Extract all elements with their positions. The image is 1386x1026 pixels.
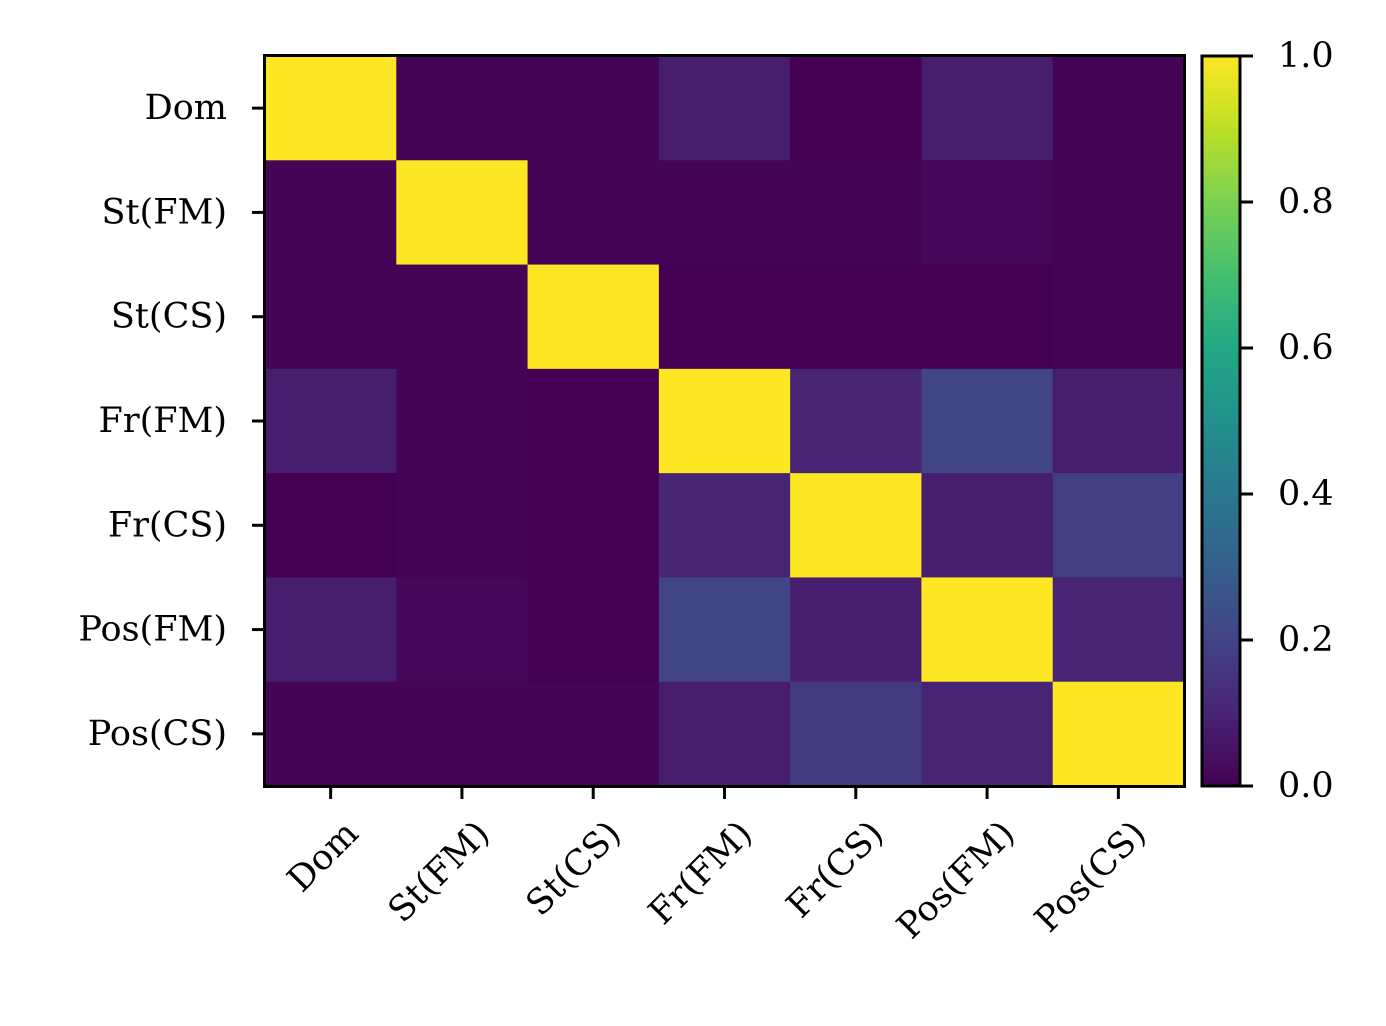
colorbar: 0.0 0.2 0.4 0.6 0.8 1.0	[1200, 36, 1334, 806]
heatmap-cell	[1052, 264, 1185, 370]
heatmap-cell	[921, 264, 1054, 370]
y-tick-label: St(FM)	[102, 192, 227, 232]
x-tick-label: St(CS)	[519, 814, 629, 924]
x-axis: Dom St(FM) St(CS) Fr(FM) Fr(CS)Pos(FM) Pos(CS…	[280, 786, 1154, 947]
heatmap-cell	[265, 681, 397, 787]
heatmap-cell	[265, 577, 397, 683]
heatmap-cell	[790, 160, 923, 266]
colorbar-tick-label: 0.8	[1278, 182, 1334, 222]
heatmap-cell	[658, 56, 791, 161]
heatmap-cell	[265, 473, 397, 579]
heatmap-cell	[658, 264, 791, 370]
colorbar-tick-label: 0.0	[1278, 766, 1334, 806]
heatmap-cell	[658, 160, 791, 266]
colorbar-tick-label: 1.0	[1278, 36, 1334, 76]
y-tick-label: Dom	[145, 88, 227, 128]
heatmap-cell	[527, 160, 660, 266]
heatmap-cell	[921, 368, 1054, 474]
x-tick-label: Fr(CS)	[779, 814, 891, 926]
heatmap-cell	[527, 264, 660, 370]
heatmap-cell	[527, 368, 660, 474]
heatmap-cell	[1052, 368, 1185, 474]
colorbar-gradient	[1202, 56, 1240, 786]
heatmap-cell	[658, 577, 791, 683]
heatmap-cell	[921, 577, 1054, 683]
colorbar-ticks: 0.0 0.2 0.4 0.6 0.8 1.0	[1240, 36, 1334, 806]
heatmap-cell	[396, 681, 529, 787]
y-tick-label: Fr(FM)	[99, 401, 227, 441]
heatmap-cell	[396, 473, 529, 579]
heatmap-cell	[658, 368, 791, 474]
x-tick-label: Dom	[280, 814, 366, 900]
heatmap-cell	[658, 681, 791, 787]
heatmap-cell	[396, 577, 529, 683]
y-tick-label: Pos(CS)	[88, 714, 227, 754]
heatmap-cell	[1052, 160, 1185, 266]
heatmap-cell	[265, 368, 397, 474]
x-tick-label: Pos(FM)	[890, 814, 1023, 947]
heatmap-cell	[1052, 577, 1185, 683]
heatmap-cell	[921, 681, 1054, 787]
x-tick-label: Fr(FM)	[641, 814, 760, 933]
heatmap-cell	[527, 577, 660, 683]
heatmap-cell	[790, 264, 923, 370]
heatmap-cell	[790, 368, 923, 474]
heatmap-cell	[1052, 473, 1185, 579]
heatmap-cell	[921, 473, 1054, 579]
heatmap-cell	[921, 160, 1054, 266]
colorbar-tick-label: 0.6	[1278, 328, 1334, 368]
heatmap-cell	[790, 577, 923, 683]
x-tick-label: Pos(CS)	[1028, 814, 1155, 941]
y-axis: Dom St(FM) St(CS) Fr(FM) Fr(CS) Pos(FM) Pos(CS…	[78, 88, 265, 754]
y-tick-label: Pos(FM)	[78, 610, 227, 650]
colorbar-frame	[1200, 54, 1242, 788]
heatmap-cell	[527, 473, 660, 579]
heatmap-cell	[396, 368, 529, 474]
heatmap-cell	[396, 160, 529, 266]
heatmap-cell	[527, 681, 660, 787]
heatmap-cell	[790, 681, 923, 787]
x-tick-label: St(FM)	[381, 814, 498, 931]
heatmap-cell	[265, 264, 397, 370]
y-tick-label: St(CS)	[111, 297, 227, 337]
heatmap-cell	[1052, 56, 1185, 161]
heatmap-cell	[527, 56, 660, 161]
heatmap-cell	[790, 473, 923, 579]
heatmap-cell	[265, 160, 397, 266]
heatmap-cell	[265, 56, 397, 161]
heatmap-cell	[790, 56, 923, 161]
y-tick-label: Fr(CS)	[108, 505, 227, 545]
colorbar-tick-label: 0.4	[1278, 474, 1334, 514]
heatmap-cell	[921, 56, 1054, 161]
colorbar-tick-label: 0.2	[1278, 620, 1334, 660]
heatmap-cell	[396, 56, 529, 161]
heatmap-cell	[396, 264, 529, 370]
heatmap-cells	[265, 56, 1185, 787]
heatmap-cell	[1052, 681, 1185, 787]
heatmap-cell	[658, 473, 791, 579]
